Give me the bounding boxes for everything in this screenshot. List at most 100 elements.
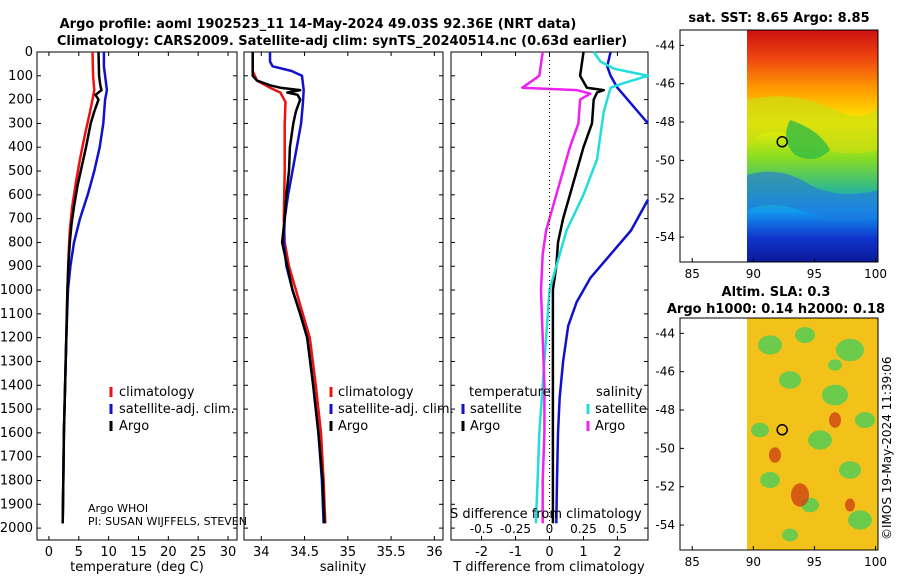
legend-title-temperature: temperature (469, 385, 551, 400)
y-tick-label: 200 (8, 93, 33, 108)
temperature-legend: climatology satellite-adj. clim. Argo (109, 385, 235, 434)
series-argo (251, 52, 326, 524)
axes-layer: 0 5 10 15 20 25 300100200300400500600700800900… (0, 45, 648, 560)
map-y-tick-label: -48 (655, 115, 675, 129)
sst-cold-front (747, 171, 878, 219)
legend-title-salinity: salinity (596, 385, 643, 400)
map-x-tick-label: 85 (685, 555, 700, 569)
map-x-tick-label: 90 (746, 267, 761, 281)
top-tick-label: 0.25 (570, 522, 597, 536)
sla-low-anomaly (795, 327, 815, 343)
y-tick-label: 1900 (0, 497, 33, 512)
temperature-panel (36, 51, 238, 541)
sst-map-title: sat. SST: 8.65 Argo: 8.85 (688, 11, 869, 26)
legend-label-argo: Argo (338, 419, 368, 434)
map-y-tick-label: -50 (655, 153, 675, 167)
series-layer (61, 51, 650, 524)
map-x-tick-label: 90 (746, 555, 761, 569)
sst-map-border (679, 29, 879, 263)
y-tick-label: 0 (25, 45, 33, 60)
x-tick-label: 30 (220, 545, 237, 560)
sla-low-anomaly (760, 472, 780, 488)
sla-map (679, 317, 879, 551)
y-tick-label: 900 (8, 259, 33, 274)
top-tick-label: -0.5 (470, 522, 493, 536)
note-argo-institution: Argo WHOI (88, 502, 148, 515)
top-tick-label: -0.25 (500, 522, 531, 536)
map-y-tick-label: -54 (655, 518, 675, 532)
map-y-tick-label: -44 (655, 38, 675, 52)
map-y-tick-label: -46 (655, 365, 675, 379)
difference-top-ticks: -0.5 -0.25 0 0.25 0.5 (470, 522, 627, 536)
x-tick-label: 34.5 (290, 545, 319, 560)
x-tick-label: 34 (253, 545, 270, 560)
y-tick-label: 1600 (0, 426, 33, 441)
sst-map (679, 29, 879, 263)
y-tick-label: 400 (8, 140, 33, 155)
sla-low-anomaly (822, 384, 848, 406)
series-salinity-satellite (534, 51, 650, 524)
x-tick-label: 20 (160, 545, 177, 560)
sla-map-ticks: 85 90 95 100 -44 -46 -48 -50 -52 -54 (655, 326, 887, 569)
sst-warm-band (747, 96, 878, 154)
temperature-axis-label: temperature (deg C) (70, 560, 204, 575)
sla-low-anomaly (779, 371, 801, 389)
x-tick-label: 15 (130, 545, 147, 560)
series-argo (61, 51, 103, 524)
y-tick-label: 1000 (0, 283, 33, 298)
sla-low-anomaly (751, 422, 769, 438)
salinity-axis-label: salinity (320, 560, 367, 575)
sla-blobs (751, 327, 875, 542)
legend-label-sal-argo: Argo (595, 419, 625, 434)
map-x-tick-label: 100 (864, 267, 887, 281)
sla-low-anomaly (828, 359, 842, 371)
legend-label-satellite-clim: satellite-adj. clim. (119, 402, 235, 417)
legend-label-argo: Argo (119, 419, 149, 434)
y-tick-label: 1500 (0, 402, 33, 417)
legend-label-sal-satellite: satellite (595, 402, 647, 417)
map-y-tick-label: -48 (655, 403, 675, 417)
x-tick-label: 36 (426, 545, 443, 560)
sla-low-anomaly (848, 510, 872, 530)
x-tick-label: 10 (100, 545, 117, 560)
y-tick-label: 1800 (0, 473, 33, 488)
legend-label-temp-satellite: satellite (470, 402, 522, 417)
difference-top-axis-label: S difference from climatology (450, 507, 642, 522)
note-pi-name: PI: SUSAN WIJFFELS, STEVEN (88, 515, 247, 528)
sla-low-anomaly (855, 412, 875, 428)
sla-low-anomaly (836, 338, 864, 362)
sla-low-anomaly (782, 528, 798, 542)
y-tick-label: 1200 (0, 331, 33, 346)
y-tick-label: 1300 (0, 354, 33, 369)
sla-low-anomaly (758, 335, 782, 355)
imos-timestamp: ©IMOS 19-May-2024 11:39:06 (880, 356, 894, 540)
sla-low-anomaly (808, 430, 832, 450)
map-y-tick-label: -52 (655, 480, 675, 494)
y-tick-label: 700 (8, 212, 33, 227)
y-tick-label: 600 (8, 188, 33, 203)
map-x-tick-label: 85 (685, 267, 700, 281)
sla-map-title-line1: Altim. SLA: 0.3 (722, 285, 831, 300)
y-tick-label: 100 (8, 69, 33, 84)
sla-high-anomaly (845, 498, 855, 512)
x-tick-label: 2 (613, 545, 621, 560)
x-tick-label: 5 (75, 545, 83, 560)
argo-float-marker (776, 424, 788, 436)
y-tick-label: 500 (8, 164, 33, 179)
sst-map-ticks: 85 90 95 100 -44 -46 -48 -50 -52 -54 (655, 38, 887, 281)
argo-float-marker (776, 136, 788, 148)
y-tick-label: 1100 (0, 307, 33, 322)
sla-map-border (679, 317, 879, 551)
series-salinity-argo (521, 51, 592, 524)
sla-map-title-line2: Argo h1000: 0.14 h2000: 0.18 (667, 302, 885, 317)
x-tick-label: 25 (190, 545, 207, 560)
header-line1: Argo profile: aoml 1902523_11 14-May-202… (60, 17, 577, 32)
y-tick-label: 300 (8, 116, 33, 131)
salinity-legend: climatology satellite-adj. clim. Argo (329, 385, 454, 434)
y-tick-label: 1700 (0, 450, 33, 465)
sla-high-anomaly (829, 412, 841, 428)
sst-eddy (786, 120, 830, 159)
x-tick-label: 35.5 (377, 545, 406, 560)
salinity-panel (243, 51, 444, 541)
x-tick-label: 0 (545, 545, 553, 560)
